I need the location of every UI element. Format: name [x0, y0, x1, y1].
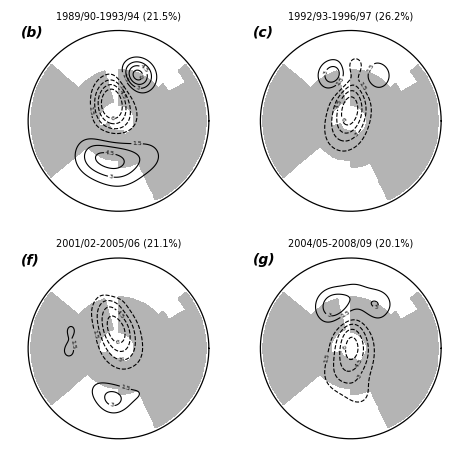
- Text: 3: 3: [118, 357, 122, 363]
- Text: 3: 3: [118, 83, 124, 90]
- Text: 1.5: 1.5: [120, 72, 128, 83]
- Text: 1.5: 1.5: [88, 105, 94, 116]
- Text: 3: 3: [109, 174, 113, 180]
- Text: 3: 3: [109, 402, 114, 408]
- Text: 6: 6: [339, 117, 345, 122]
- Text: 2001/02-2005/06 (21.1%): 2001/02-2005/06 (21.1%): [56, 239, 181, 249]
- Text: 1.5: 1.5: [335, 76, 345, 87]
- Text: (g): (g): [253, 254, 276, 267]
- Text: 3: 3: [322, 70, 328, 75]
- Text: 1992/93-1996/97 (26.2%): 1992/93-1996/97 (26.2%): [288, 11, 413, 21]
- Text: (f): (f): [21, 254, 40, 267]
- Text: 6: 6: [110, 116, 115, 121]
- Text: 3: 3: [326, 312, 331, 319]
- Text: 4.5: 4.5: [118, 89, 127, 100]
- Polygon shape: [260, 258, 441, 439]
- Polygon shape: [28, 258, 209, 439]
- Text: 6: 6: [140, 74, 146, 79]
- Text: 1.5: 1.5: [358, 82, 367, 92]
- Text: 4.5: 4.5: [355, 358, 364, 369]
- Text: 1.5: 1.5: [91, 329, 99, 340]
- Text: 1.5: 1.5: [69, 339, 76, 349]
- Text: 4.5: 4.5: [139, 64, 150, 74]
- Text: 1.5: 1.5: [120, 384, 131, 392]
- Text: (c): (c): [253, 26, 274, 40]
- Text: 3: 3: [136, 85, 141, 91]
- Text: (b): (b): [21, 26, 44, 40]
- Text: 1.5: 1.5: [132, 141, 142, 146]
- Text: 3: 3: [374, 304, 378, 310]
- Polygon shape: [260, 30, 441, 211]
- Text: 2004/05-2008/09 (20.1%): 2004/05-2008/09 (20.1%): [288, 239, 413, 249]
- Text: 1.5: 1.5: [365, 63, 375, 73]
- Text: 4.5: 4.5: [105, 150, 115, 156]
- Text: 1.5: 1.5: [323, 353, 330, 363]
- Text: 3: 3: [354, 132, 360, 138]
- Polygon shape: [28, 30, 209, 211]
- Text: 6: 6: [114, 339, 119, 346]
- Text: 6: 6: [343, 345, 348, 349]
- Text: 1.5: 1.5: [340, 310, 351, 319]
- Text: 4.5: 4.5: [115, 309, 126, 319]
- Text: 3: 3: [356, 373, 363, 379]
- Text: 1989/90-1993/94 (21.5%): 1989/90-1993/94 (21.5%): [56, 11, 181, 21]
- Text: 4.5: 4.5: [335, 99, 343, 109]
